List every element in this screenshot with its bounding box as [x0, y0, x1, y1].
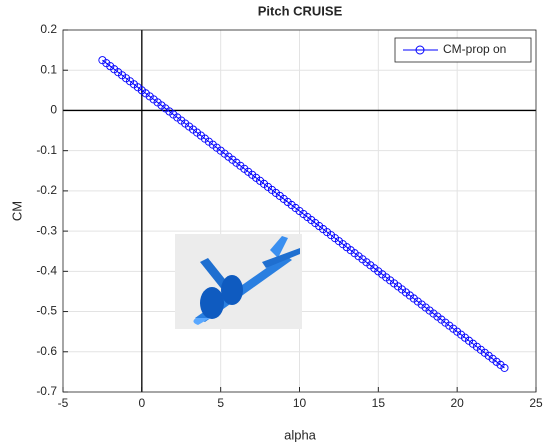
x-tick-label: 25: [529, 396, 543, 410]
x-tick-label: 0: [138, 396, 145, 410]
y-tick-label: 0.2: [40, 22, 57, 36]
x-axis-label: alpha: [284, 427, 317, 442]
legend: CM-prop on: [395, 38, 531, 62]
y-tick-label: -0.5: [36, 304, 57, 318]
y-tick-label: -0.6: [36, 344, 57, 358]
y-axis-label: CM: [9, 201, 24, 221]
plot-area: -5 0 5 10 15 20 25 -0.7 -0.6 -0.5 -0.4 -0.3 -0.2 -0.1…: [36, 22, 543, 410]
y-tick-label: 0.1: [40, 62, 57, 76]
y-tick-label: -0.1: [36, 143, 57, 157]
aircraft-image: [175, 234, 302, 329]
x-tick-label: 15: [372, 396, 386, 410]
chart: Pitch CRUISE alpha CM -5 0 5 10 15 20 25 -0.7 -0…: [0, 0, 544, 446]
x-tick-label: 10: [293, 396, 307, 410]
x-tick-label: 20: [450, 396, 464, 410]
y-tick-label: 0: [50, 103, 57, 117]
y-tick-label: -0.7: [36, 384, 57, 398]
x-tick-label: 5: [217, 396, 224, 410]
x-tick-label: -5: [58, 396, 69, 410]
chart-title: Pitch CRUISE: [258, 3, 343, 18]
y-tick-label: -0.4: [36, 264, 57, 278]
y-tick-label: -0.2: [36, 183, 57, 197]
y-tick-label: -0.3: [36, 223, 57, 237]
legend-label: CM-prop on: [443, 42, 506, 56]
